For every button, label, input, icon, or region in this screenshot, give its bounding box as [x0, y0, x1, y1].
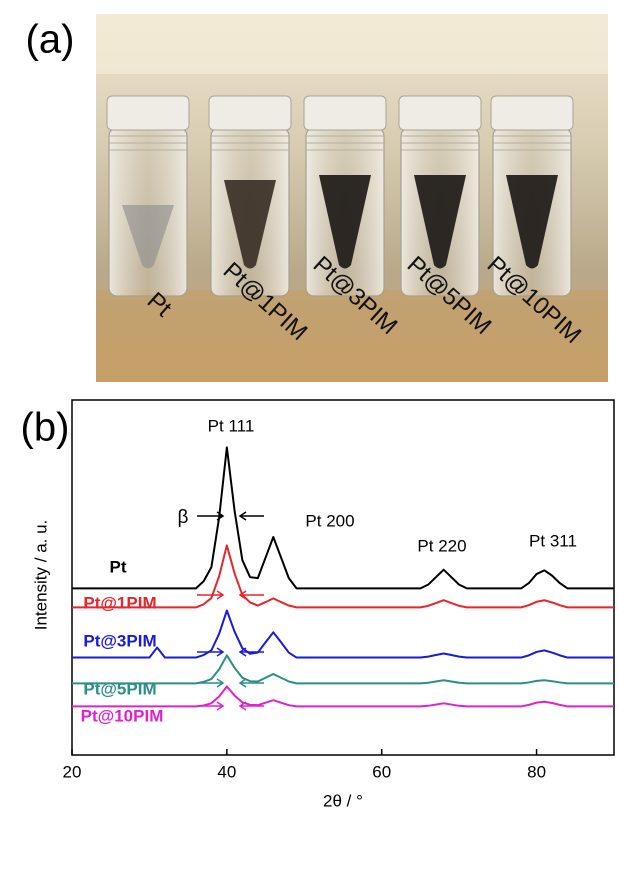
vial-contents [414, 175, 466, 269]
fwhm-arrow [238, 701, 264, 711]
annotation: Pt 111 [208, 416, 255, 435]
fwhm-arrow [238, 511, 264, 521]
vial-cap [208, 95, 292, 131]
series-line [72, 685, 614, 708]
x-tick-label: 60 [372, 762, 391, 781]
series-line [72, 544, 614, 609]
annotation: Pt 311 [529, 531, 577, 550]
fwhm-arrow [238, 678, 264, 688]
vial-contents [224, 180, 276, 269]
annotation: Pt 220 [417, 536, 466, 555]
x-axis-title: 2θ / ° [323, 791, 363, 810]
x-tick-label: 20 [63, 762, 82, 781]
plot [71, 399, 615, 756]
panel-label: (a) [26, 18, 75, 62]
vial-contents [319, 175, 371, 269]
fwhm-arrow [197, 701, 225, 711]
annotation: Pt 200 [305, 511, 354, 530]
series-line [72, 446, 614, 590]
annotation: β [178, 507, 189, 528]
vial-contents [122, 205, 174, 269]
series-label: Pt@5PIM [83, 679, 156, 698]
vial-cap [303, 95, 387, 131]
plot-frame [71, 399, 615, 756]
x-tick-label: 80 [527, 762, 546, 781]
series-label: Pt@3PIM [83, 631, 156, 650]
photo-wall [96, 14, 608, 74]
fwhm-arrow [238, 590, 264, 600]
photo-table [96, 290, 608, 382]
series-line [72, 609, 614, 659]
fwhm-arrow [197, 590, 225, 600]
series-label: Pt [110, 557, 127, 576]
y-axis-title: Intensity / a. u. [31, 520, 50, 631]
fwhm-arrow [197, 678, 225, 688]
panel-label: (b) [21, 406, 70, 450]
vial-cap [398, 95, 482, 131]
fwhm-arrow [238, 647, 264, 657]
x-tick-label: 40 [217, 762, 236, 781]
vial-cap [106, 95, 190, 131]
fwhm-arrow [197, 647, 225, 657]
series-line [72, 654, 614, 685]
fwhm-arrow [197, 511, 225, 521]
vial-contents [506, 175, 558, 269]
vial-cap [490, 95, 574, 131]
series-label: Pt@1PIM [83, 593, 156, 612]
series-label: Pt@10PIM [81, 706, 164, 725]
